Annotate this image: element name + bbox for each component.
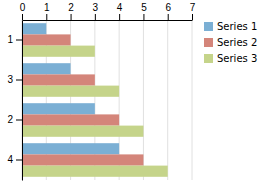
bar [22,154,143,165]
legend-label: Series 3 [217,53,257,64]
legend-item: Series 2 [204,37,257,48]
tick: 7 [190,2,196,20]
tick-mark [22,14,23,20]
legend-swatch [204,38,213,47]
legend-label: Series 1 [217,21,257,32]
tick-label: 1 [44,2,50,13]
chart-container: 0 1 2 3 4 5 6 7 1 3 2 4 Series 1 Series 2 Series 3 [0,0,270,186]
bar [22,46,95,57]
tick: 4 [117,2,123,20]
y-axis: 1 3 2 4 [7,21,22,181]
tick-mark [192,14,193,20]
tick-label: 2 [68,2,74,13]
grid-line [167,20,168,180]
tick: 1 [7,34,22,45]
bar [22,126,143,137]
tick-mark [143,14,144,20]
tick-mark [16,160,22,161]
bar [22,23,46,34]
tick-mark [16,120,22,121]
tick-label: 1 [7,34,13,45]
tick-label: 4 [7,154,13,165]
legend-item: Series 1 [204,21,257,32]
grid-line [192,20,193,180]
axis-line [23,20,193,21]
bar [22,114,119,125]
tick-label: 0 [20,2,26,13]
tick: 2 [68,2,74,20]
tick: 1 [44,2,50,20]
tick-label: 7 [190,2,196,13]
axis-line [22,21,23,181]
bar [22,74,95,85]
legend-item: Series 3 [204,53,257,64]
legend: Series 1 Series 2 Series 3 [204,21,257,64]
tick: 2 [7,114,22,125]
tick: 6 [165,2,171,20]
tick-mark [95,14,96,20]
tick-label: 6 [165,2,171,13]
tick: 3 [7,74,22,85]
tick: 5 [141,2,147,20]
bar [22,63,71,74]
tick-mark [46,14,47,20]
legend-swatch [204,54,213,63]
plot: 0 1 2 3 4 5 6 7 1 3 2 4 [7,2,195,181]
bar [22,166,168,177]
tick-mark [16,40,22,41]
tick: 4 [7,154,22,165]
tick-mark [16,80,22,81]
legend-swatch [204,22,213,31]
bar [22,34,71,45]
x-axis: 0 1 2 3 4 5 6 7 [20,2,196,21]
tick-label: 5 [141,2,147,13]
tick-mark [168,14,169,20]
tick-mark [71,14,72,20]
bar [22,103,95,114]
tick-label: 2 [7,114,13,125]
grid-line [22,20,23,180]
legend-label: Series 2 [217,37,257,48]
bar [22,86,119,97]
tick-label: 3 [93,2,99,13]
chart: 0 1 2 3 4 5 6 7 1 3 2 4 Series 1 Series 2 Series 3 [0,0,270,186]
grid [22,20,192,180]
tick-mark [119,14,120,20]
tick-label: 4 [117,2,123,13]
bars [22,23,168,177]
tick: 0 [20,2,26,20]
bar [22,143,119,154]
tick: 3 [93,2,99,20]
tick-label: 3 [7,74,13,85]
